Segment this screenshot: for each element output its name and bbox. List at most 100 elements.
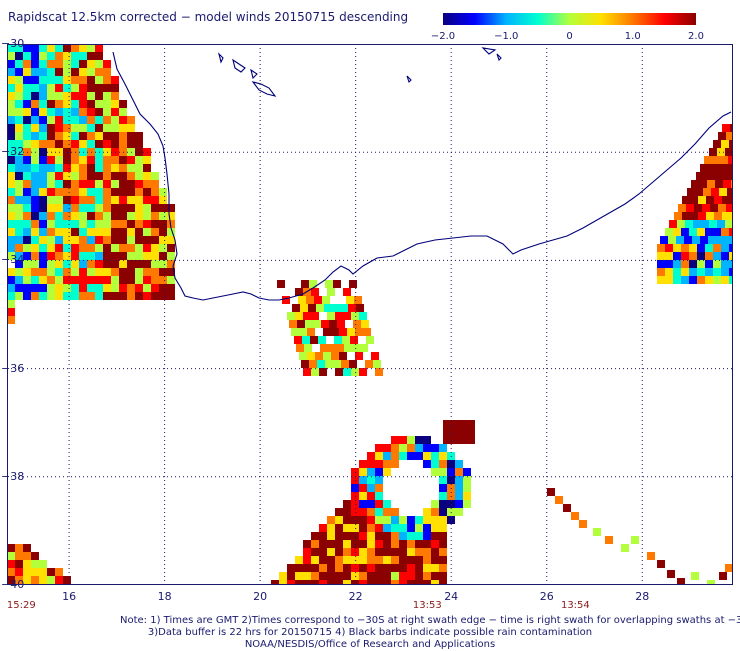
wind-cell <box>343 572 351 580</box>
wind-cell <box>79 76 87 84</box>
wind-cell <box>39 196 47 204</box>
wind-cell <box>367 532 375 540</box>
wind-cell <box>15 576 23 584</box>
wind-cell <box>47 576 55 584</box>
wind-cell <box>351 500 359 508</box>
wind-cell <box>63 84 71 92</box>
wind-cell <box>391 436 399 444</box>
wind-cell <box>63 52 71 60</box>
wind-cell <box>151 236 159 244</box>
wind-cell <box>455 492 463 500</box>
wind-cell <box>689 276 697 284</box>
wind-cell <box>103 244 111 252</box>
wind-cell <box>79 204 87 212</box>
wind-cell <box>335 524 343 532</box>
wind-cell <box>103 292 111 300</box>
wind-cell <box>31 260 39 268</box>
wind-cell <box>39 252 47 260</box>
wind-cell <box>335 508 343 516</box>
wind-cell <box>111 84 119 92</box>
wind-cell <box>287 564 295 572</box>
wind-cell <box>292 304 300 312</box>
colorbar-gradient <box>443 13 696 25</box>
wind-cell <box>681 260 689 268</box>
wind-cell <box>343 580 351 585</box>
wind-cell <box>95 52 103 60</box>
wind-cell <box>706 212 714 220</box>
note-line-3: NOAA/NESDIS/Office of Research and Appli… <box>244 639 496 650</box>
wind-cell <box>23 276 31 284</box>
colorbar-tick-label: −1.0 <box>494 31 519 42</box>
wind-cell <box>359 580 367 585</box>
wind-cell <box>23 172 31 180</box>
wind-cell <box>367 508 375 516</box>
wind-cell <box>159 236 167 244</box>
wind-cell <box>135 188 143 196</box>
wind-cell <box>39 116 47 124</box>
wind-cell <box>431 540 439 548</box>
wind-cell <box>415 524 423 532</box>
wind-cell <box>55 220 63 228</box>
wind-cell <box>87 132 95 140</box>
island-outline <box>250 68 258 80</box>
colorbar-tick-label: 0 <box>566 31 573 42</box>
wind-cell <box>63 220 71 228</box>
wind-cell <box>111 260 119 268</box>
wind-cell <box>431 580 439 585</box>
wind-cell <box>55 116 63 124</box>
wind-cell <box>325 280 333 288</box>
wind-cell <box>39 92 47 100</box>
wind-cell <box>47 172 55 180</box>
wind-cell <box>63 576 71 584</box>
wind-cell <box>127 116 135 124</box>
wind-cell <box>439 524 447 532</box>
wind-cell <box>351 484 359 492</box>
wind-cell <box>690 196 698 204</box>
island-outline <box>496 53 502 62</box>
wind-cell <box>103 132 111 140</box>
wind-cell <box>327 312 335 320</box>
wind-cell <box>383 500 391 508</box>
wind-cell <box>103 108 111 116</box>
wind-cell <box>79 284 87 292</box>
wind-cell <box>143 260 151 268</box>
wind-cell <box>87 220 95 228</box>
wind-cell <box>311 368 319 376</box>
wind-cell <box>167 236 175 244</box>
wind-cell <box>103 140 111 148</box>
wind-cell <box>31 84 39 92</box>
wind-cell <box>729 268 733 276</box>
wind-cell <box>287 312 295 320</box>
wind-cell <box>712 172 720 180</box>
lat-lon-grid <box>7 44 733 585</box>
wind-cell <box>307 352 315 360</box>
wind-cell <box>7 308 15 316</box>
wind-cell <box>463 492 471 500</box>
wind-cell <box>167 284 175 292</box>
wind-cell <box>391 580 399 585</box>
wind-cell <box>7 268 15 276</box>
wind-cell <box>415 564 423 572</box>
wind-cell <box>87 244 95 252</box>
wind-cell <box>151 276 159 284</box>
wind-cell <box>363 328 371 336</box>
wind-cell <box>15 52 23 60</box>
wind-cell <box>371 352 379 360</box>
wind-cell <box>31 576 39 584</box>
wind-cell <box>335 572 343 580</box>
wind-cell <box>23 204 31 212</box>
wind-cell <box>391 556 399 564</box>
wind-cell <box>47 284 55 292</box>
wind-cell <box>87 116 95 124</box>
wind-cell <box>407 532 415 540</box>
wind-cell <box>703 188 711 196</box>
wind-cell <box>95 220 103 228</box>
wind-cell <box>63 60 71 68</box>
wind-cell <box>343 540 351 548</box>
wind-cell <box>63 92 71 100</box>
wind-cell <box>135 260 143 268</box>
wind-cell <box>135 268 143 276</box>
wind-cell <box>359 468 367 476</box>
wind-cell <box>119 212 127 220</box>
wind-cell <box>79 220 87 228</box>
